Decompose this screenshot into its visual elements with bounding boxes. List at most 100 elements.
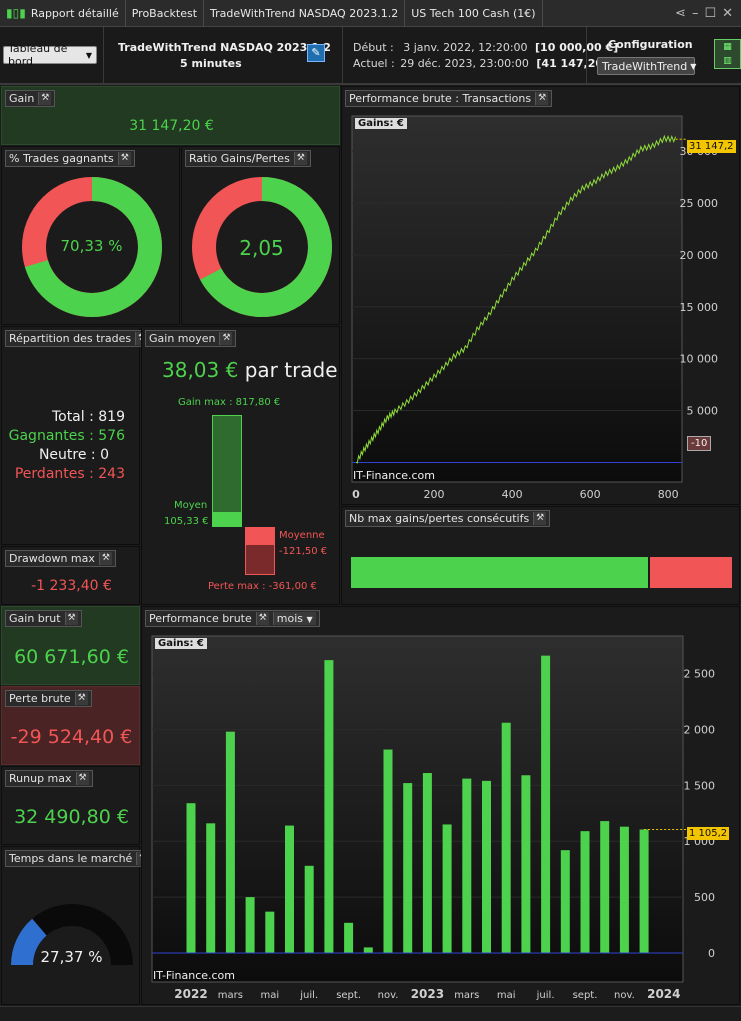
y-tick-label: 2 500 [684,668,716,681]
x-tick-label: 2023 [411,987,444,1001]
period-select-value: mois [276,612,303,625]
strategy-tab[interactable]: TradeWithTrend NASDAQ 2023.1.2 [204,0,406,27]
tab-label: ProBacktest [131,6,198,20]
month-bar [619,826,629,953]
y-tick-label: 5 000 [687,405,719,418]
strategy-name: TradeWithTrend NASDAQ 2023.1.2 [118,41,331,54]
winning-trades: Gagnantes : 576 [8,428,125,444]
tab-label: Rapport détaillé [30,6,119,20]
panel-title-label: Gain moyen [149,332,216,345]
wrench-icon[interactable]: ⚒ [98,552,112,565]
wrench-icon[interactable]: ⚒ [293,152,307,165]
panel-title: % Trades gagnants ⚒ [5,150,135,167]
wrench-icon[interactable]: ⚒ [219,332,233,345]
avg-gain-suffix: par trade [244,358,338,382]
x-tick-label: 800 [658,488,679,501]
panel-title-label: Ratio Gains/Pertes [189,152,290,165]
panel-title-label: Nb max gains/pertes consécutifs [349,512,530,525]
panel-title: Perte brute ⚒ [5,690,92,707]
repartition-panel: Répartition des trades⚒ Total : 819 Gagn… [1,326,153,545]
dashboard-select-value: Tableau de bord [8,42,68,68]
perf-month-panel: Performance brute ⚒ mois ▼ 2 500 2 000 1 5… [141,606,740,1005]
timeframe: 5 minutes [180,57,242,70]
candles-icon: ▮▯▮ [6,6,26,20]
moyenne-label: Moyenne [279,530,325,541]
report-tab[interactable]: ▮▯▮ Rapport détaillé [0,0,126,27]
consec-panel: Nb max gains/pertes consécutifs ⚒ [341,506,740,605]
close-icon[interactable]: ✕ [722,5,733,21]
avg-loss-bar [245,527,275,544]
backtest-config-icon[interactable]: ▦ ▥ [714,39,741,69]
chevron-down-icon: ▼ [85,50,92,60]
tab-label: US Tech 100 Cash (1€) [411,6,536,20]
header: Tableau de bord ▼ TradeWithTrend NASDAQ … [0,27,741,85]
avg-gain: 38,03 € par trade [162,358,338,382]
config-select[interactable]: TradeWithTrend ▼ [597,57,696,75]
last-value-badge: 31 147,2 [687,140,736,153]
wrench-icon[interactable]: ⚒ [75,772,89,785]
ratio-donut [192,177,332,317]
edit-icon[interactable]: ✎ [307,44,325,62]
runup-value: 32 490,80 € [14,806,129,828]
ratio-panel: Ratio Gains/Pertes ⚒ 2,05 [181,146,340,325]
month-bar [580,831,590,953]
win-pct-donut [22,177,162,317]
month-bar [225,731,235,953]
period-select[interactable]: mois ▼ [272,612,316,625]
x-tick-label: mai [260,990,279,1001]
consec-win-bar [351,557,651,588]
month-bar [560,850,570,953]
temps-gauge [11,904,133,966]
month-bar [639,829,649,953]
y-tick-label: 500 [694,891,715,904]
month-bar [442,824,452,953]
panel-title: Nb max gains/pertes consécutifs ⚒ [345,510,551,527]
last-value-badge: 1 105,2 [687,827,730,840]
x-tick-label: mars [454,990,479,1001]
runup-panel: Runup max ⚒ 32 490,80 € [1,766,140,845]
gauge-fill [11,918,47,966]
perte-max: Perte max : -361,00 € [208,581,317,592]
drawdown-value: -1 233,40 € [31,578,112,594]
wrench-icon[interactable]: ⚒ [255,612,269,625]
y-tick-label: 10 000 [680,353,719,366]
panel-title-label: Runup max [9,772,72,785]
y-tick-label: 1 500 [684,779,716,792]
y-tick-label: 2 000 [684,723,716,736]
wrench-icon[interactable]: ⚒ [64,612,78,625]
maximize-icon[interactable]: ☐ [704,5,717,21]
neutral-trades: Neutre : 0 [38,447,109,463]
wrench-icon[interactable]: ⚒ [117,152,131,165]
win-pct-value: 70,33 % [60,237,123,255]
panel-title: Runup max ⚒ [5,770,93,787]
gain-panel: Gain ⚒ 31 147,20 € [1,86,340,145]
start-value: [10 000,00 €] [535,41,619,54]
drawdown-panel: Drawdown max ⚒ -1 233,40 € [1,546,140,605]
y-tick-label: 15 000 [680,301,719,314]
wrench-icon[interactable]: ⚒ [533,512,547,525]
panel-title: Drawdown max ⚒ [5,550,116,567]
minimize-icon[interactable]: – [691,5,699,21]
month-bar [521,775,531,953]
divider [586,27,587,83]
panel-title-label: Répartition des trades [9,332,132,345]
panel-title: Répartition des trades⚒ [5,330,153,347]
losing-trades: Perdantes : 243 [14,466,125,482]
chart-legend: Gains: € [355,118,407,129]
instrument-tab[interactable]: US Tech 100 Cash (1€) [405,0,543,27]
wrench-icon[interactable]: ⚒ [38,92,52,105]
x-tick-label: nov. [378,990,399,1001]
wrench-icon[interactable]: ⚒ [74,692,88,705]
equity-line [355,134,677,464]
dashboard-select[interactable]: Tableau de bord ▼ [3,42,97,68]
x-tick-label: mai [497,990,516,1001]
wrench-icon[interactable]: ⚒ [535,92,549,105]
share-icon[interactable]: ⋖ [675,5,686,21]
x-tick-label: juil. [536,990,555,1001]
ratio-value: 2,05 [239,236,284,260]
probacktest-tab[interactable]: ProBacktest [126,0,205,27]
month-bar [541,655,551,953]
panel-title: Ratio Gains/Pertes ⚒ [185,150,311,167]
month-bar [265,911,275,953]
month-bar [186,803,196,953]
